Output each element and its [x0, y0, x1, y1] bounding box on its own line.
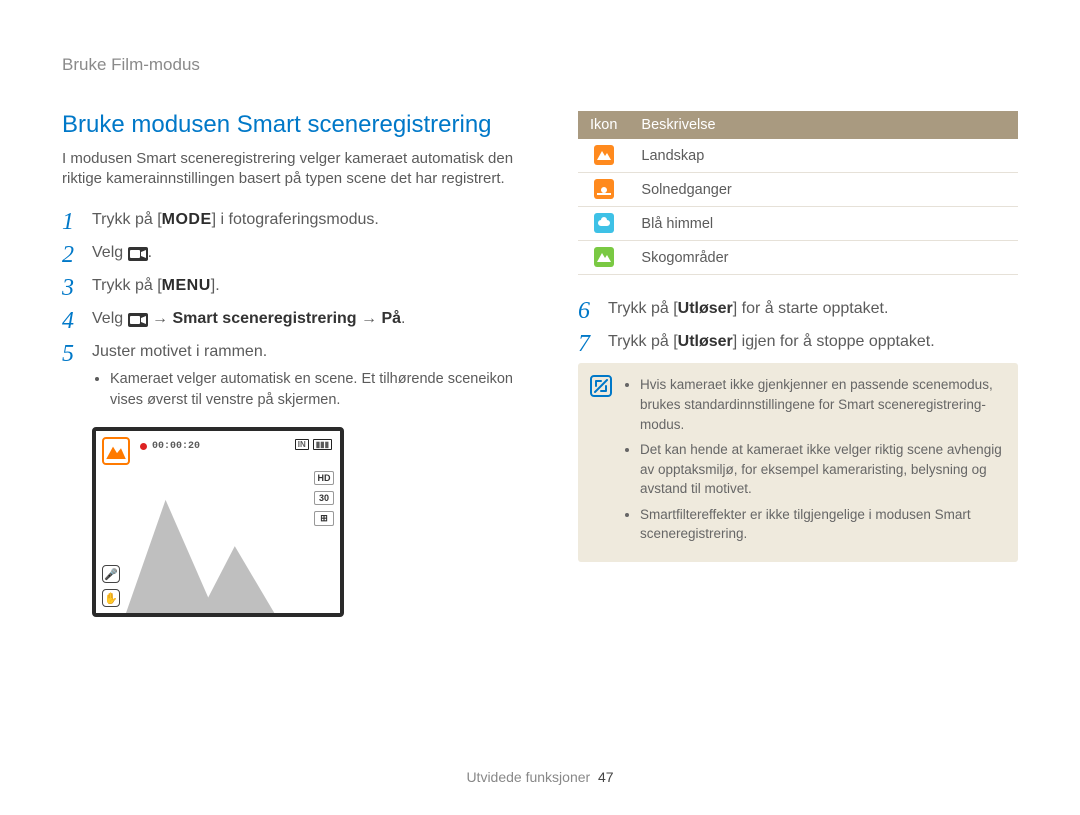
desc-cell: Landskap: [629, 139, 1018, 173]
mountain-icon: [594, 247, 614, 267]
col-desc: Beskrivelse: [629, 111, 1018, 139]
record-dot-icon: [140, 443, 147, 450]
note-item: Hvis kameraet ikke gjenkjenner en passen…: [640, 375, 1002, 434]
scene-detect-icon: [102, 437, 130, 465]
steps-right: Trykk på [Utløser] for å starte opptaket…: [578, 297, 1018, 353]
sunset-icon: [594, 179, 614, 199]
camera-left-badges: 🎤 ✋: [102, 565, 120, 607]
step-6: Trykk på [Utløser] for å starte opptaket…: [578, 297, 1018, 320]
movie-mode-icon: [128, 247, 148, 261]
cloud-icon: [594, 213, 614, 233]
menu-label: MENU: [162, 277, 211, 294]
info-note: Hvis kameraet ikke gjenkjenner en passen…: [578, 363, 1018, 562]
record-timecode: 00:00:20: [140, 441, 200, 452]
steps-left: Trykk på [MODE] i fotograferingsmodus. V…: [62, 208, 522, 412]
icon-cell: [578, 207, 629, 241]
icon-description-table: Ikon Beskrivelse LandskapSolnedgangerBlå…: [578, 111, 1018, 275]
grid-badge: ⊞: [314, 511, 334, 526]
step-4: Velg → Smart sceneregistrering → På.: [62, 307, 522, 330]
movie-mode-icon: [128, 313, 148, 327]
page-footer: Utvidede funksjoner 47: [0, 769, 1080, 785]
camera-top-right: IN ▮▮▮: [295, 439, 332, 450]
icon-cell: [578, 173, 629, 207]
table-row: Blå himmel: [578, 207, 1018, 241]
step-5: Juster motivet i rammen. Kameraet velger…: [62, 340, 522, 411]
mode-label: MODE: [162, 211, 212, 228]
table-row: Skogområder: [578, 241, 1018, 275]
desc-cell: Blå himmel: [629, 207, 1018, 241]
icon-cell: [578, 139, 629, 173]
battery-icon: ▮▮▮: [313, 439, 332, 450]
intro-paragraph: I modusen Smart sceneregistrering velger…: [62, 149, 522, 190]
camera-preview: 00:00:20 IN ▮▮▮ HD 30 ⊞ 🎤 ✋: [92, 427, 344, 617]
table-row: Solnedganger: [578, 173, 1018, 207]
info-note-icon: [590, 375, 612, 397]
hd-badge: HD: [314, 471, 334, 485]
mountain-icon: [594, 145, 614, 165]
note-item: Det kan hende at kameraet ikke velger ri…: [640, 440, 1002, 499]
storage-in-badge: IN: [295, 439, 309, 450]
step-1: Trykk på [MODE] i fotograferingsmodus.: [62, 208, 522, 231]
step-5-sub: Kameraet velger automatisk en scene. Et …: [110, 369, 522, 411]
desc-cell: Solnedganger: [629, 173, 1018, 207]
table-row: Landskap: [578, 139, 1018, 173]
right-column: Ikon Beskrivelse LandskapSolnedgangerBlå…: [578, 111, 1018, 617]
step-3: Trykk på [MENU].: [62, 274, 522, 297]
step-2: Velg .: [62, 241, 522, 264]
icon-cell: [578, 241, 629, 275]
col-icon: Ikon: [578, 111, 629, 139]
preview-mountains: [126, 469, 304, 613]
mic-icon: 🎤: [102, 565, 120, 583]
desc-cell: Skogområder: [629, 241, 1018, 275]
camera-side-badges: HD 30 ⊞: [314, 471, 334, 526]
left-column: Bruke modusen Smart sceneregistrering I …: [62, 111, 522, 617]
stabilizer-icon: ✋: [102, 589, 120, 607]
breadcrumb: Bruke Film-modus: [62, 55, 1018, 75]
note-item: Smartfiltereffekter er ikke tilgjengelig…: [640, 505, 1002, 544]
step-7: Trykk på [Utløser] igjen for å stoppe op…: [578, 330, 1018, 353]
fps-badge: 30: [314, 491, 334, 505]
page-title: Bruke modusen Smart sceneregistrering: [62, 111, 522, 139]
